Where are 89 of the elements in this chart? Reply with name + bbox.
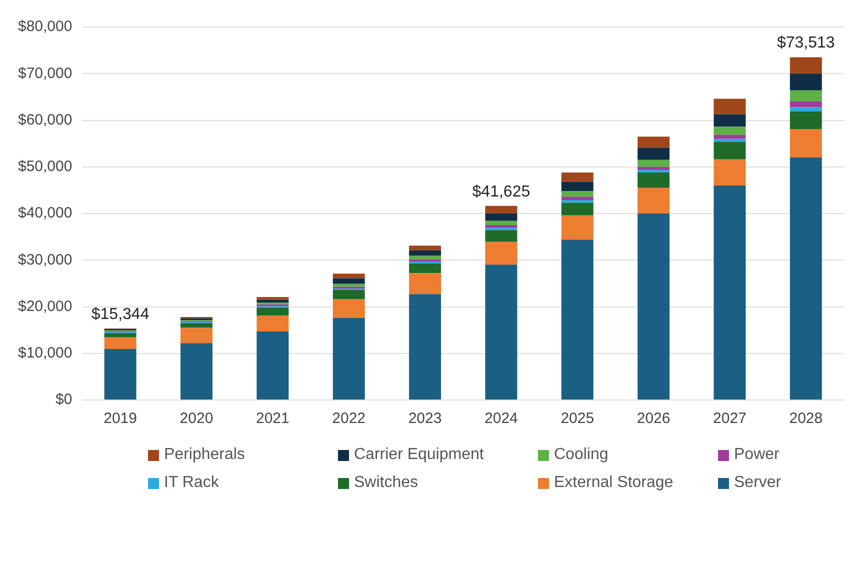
y-tick-label: $40,000 — [18, 204, 72, 222]
bar — [104, 348, 136, 400]
bar — [332, 274, 365, 278]
legend-label: Cooling — [554, 446, 608, 464]
bar — [256, 296, 289, 300]
x-tick-label: 2027 — [713, 410, 746, 428]
bar — [180, 323, 212, 328]
bar — [485, 225, 518, 228]
bar — [561, 215, 594, 240]
bar — [561, 172, 594, 182]
bar — [790, 157, 822, 400]
bar — [485, 230, 518, 242]
legend-label: Switches — [354, 474, 418, 492]
bar — [409, 263, 442, 274]
bar — [485, 264, 518, 400]
bar — [790, 74, 822, 90]
bar — [332, 299, 365, 318]
bar — [332, 318, 365, 400]
bar — [790, 129, 822, 158]
legend-label: IT Rack — [164, 474, 219, 492]
bar — [561, 196, 594, 200]
bar — [256, 308, 289, 316]
bar — [332, 290, 365, 300]
bar — [485, 206, 518, 214]
x-tick-label: 2025 — [560, 410, 594, 428]
total-label: $41,625 — [472, 183, 530, 200]
bar — [104, 337, 136, 349]
bar — [332, 278, 365, 284]
bar — [485, 242, 518, 265]
bar — [638, 214, 670, 400]
bar — [409, 250, 442, 256]
bar — [180, 328, 212, 344]
legend-label: Server — [734, 474, 782, 492]
bar — [561, 240, 594, 400]
y-tick-label: $20,000 — [18, 298, 72, 315]
total-label: $15,344 — [91, 306, 150, 323]
y-tick-label: $70,000 — [18, 64, 72, 82]
y-tick-label: $80,000 — [18, 18, 72, 36]
x-tick-label: 2022 — [332, 410, 366, 428]
bar — [409, 246, 442, 250]
bar — [714, 98, 746, 114]
bar — [638, 172, 670, 188]
bar — [714, 186, 746, 400]
bar — [561, 200, 594, 203]
bar — [485, 213, 518, 221]
x-tick-label: 2026 — [636, 410, 670, 428]
bar — [409, 273, 442, 294]
bar — [638, 136, 670, 148]
bar — [714, 114, 746, 127]
bar — [561, 202, 594, 216]
bar — [409, 294, 442, 400]
legend-label: Power — [734, 446, 780, 464]
bar — [104, 333, 136, 338]
y-tick-label: $0 — [56, 391, 72, 408]
x-tick-label: 2020 — [180, 410, 214, 428]
legend-label: External Storage — [554, 474, 674, 492]
bar — [790, 107, 822, 112]
bar — [485, 220, 518, 226]
y-tick-label: $60,000 — [18, 111, 72, 128]
bar — [638, 166, 670, 170]
bar — [714, 134, 746, 139]
bar — [714, 142, 746, 160]
x-tick-label: 2024 — [484, 410, 518, 428]
bar — [409, 259, 442, 262]
y-tick-label: $10,000 — [18, 344, 72, 362]
bar — [790, 90, 822, 102]
bar — [638, 148, 670, 160]
bar — [638, 160, 670, 167]
legend-label: Carrier Equipment — [354, 446, 484, 464]
bar — [790, 102, 822, 108]
bar — [180, 343, 212, 400]
x-tick-label: 2028 — [789, 410, 823, 428]
bar — [790, 111, 822, 130]
bar — [409, 255, 442, 260]
y-tick-label: $50,000 — [18, 158, 72, 176]
x-tick-label: 2021 — [256, 410, 290, 428]
bar — [638, 188, 670, 214]
bar — [790, 57, 822, 74]
bar — [714, 126, 746, 135]
bar — [561, 182, 594, 192]
total-label: $73,513 — [776, 34, 835, 52]
bar — [256, 331, 289, 400]
x-tick-label: 2023 — [408, 410, 442, 428]
bar — [714, 159, 746, 186]
legend-label: Peripherals — [164, 446, 245, 464]
bar — [256, 316, 289, 332]
bar — [561, 191, 594, 197]
y-tick-label: $30,000 — [18, 251, 72, 268]
x-tick-label: 2019 — [104, 410, 137, 428]
